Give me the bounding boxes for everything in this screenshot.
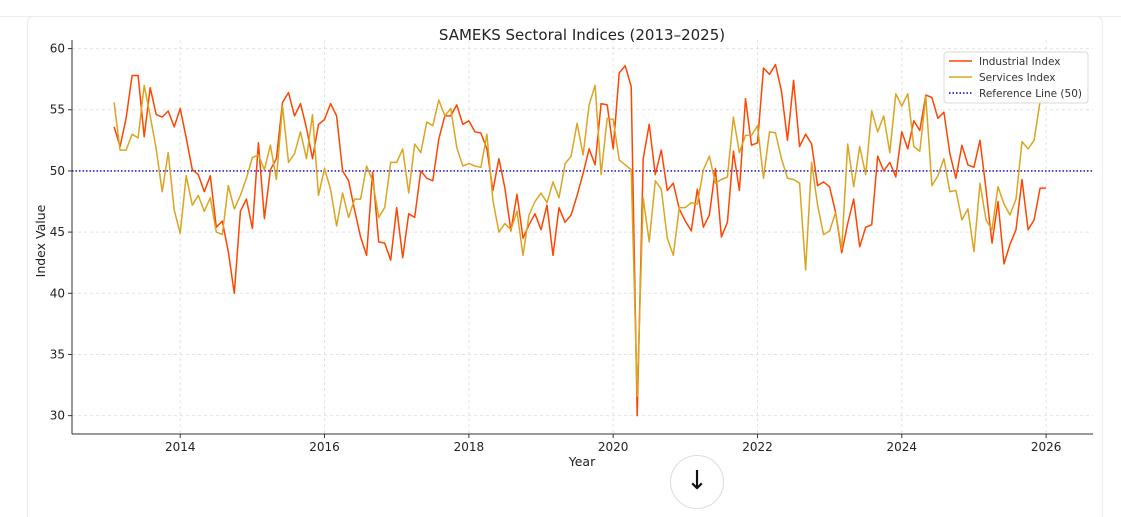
legend: Industrial Index Services Index Referenc… — [943, 51, 1089, 104]
x-axis-label: Year — [568, 454, 596, 469]
grid — [72, 40, 1093, 434]
arrow-down-icon: ↓ — [686, 466, 708, 496]
services-index-line — [113, 84, 1047, 397]
x-tick-label: 2016 — [309, 440, 340, 454]
legend-label-industrial: Industrial Index — [979, 56, 1061, 68]
x-tick-label: 2014 — [165, 440, 196, 454]
line-chart: 2014 2016 2018 2020 2022 2024 2026 30 35 40 45 50 55… — [33, 26, 1093, 469]
y-axis-label: Index Value — [33, 204, 48, 277]
y-tick-label: 35 — [50, 347, 65, 361]
x-tick-label: 2020 — [598, 440, 629, 454]
chart-image-frame — [27, 16, 1103, 517]
axes: 2014 2016 2018 2020 2022 2024 2026 30 35 40 45 50 55… — [50, 40, 1093, 454]
scroll-down-button[interactable]: ↓ — [670, 455, 724, 509]
y-tick-label: 60 — [50, 42, 65, 56]
series-lines — [113, 63, 1047, 417]
chart-title: SAMEKS Sectoral Indices (2013–2025) — [439, 26, 725, 44]
y-tick-label: 50 — [50, 164, 65, 178]
x-tick-label: 2026 — [1031, 440, 1062, 454]
industrial-index-line — [113, 63, 1047, 417]
x-tick-label: 2022 — [742, 440, 773, 454]
y-tick-label: 45 — [50, 225, 65, 239]
y-tick-label: 30 — [50, 409, 65, 423]
legend-label-reference: Reference Line (50) — [979, 88, 1082, 100]
x-tick-label: 2018 — [454, 440, 485, 454]
y-tick-label: 40 — [50, 286, 65, 300]
y-tick-label: 55 — [50, 103, 65, 117]
legend-label-services: Services Index — [979, 72, 1056, 84]
x-tick-label: 2024 — [887, 440, 918, 454]
